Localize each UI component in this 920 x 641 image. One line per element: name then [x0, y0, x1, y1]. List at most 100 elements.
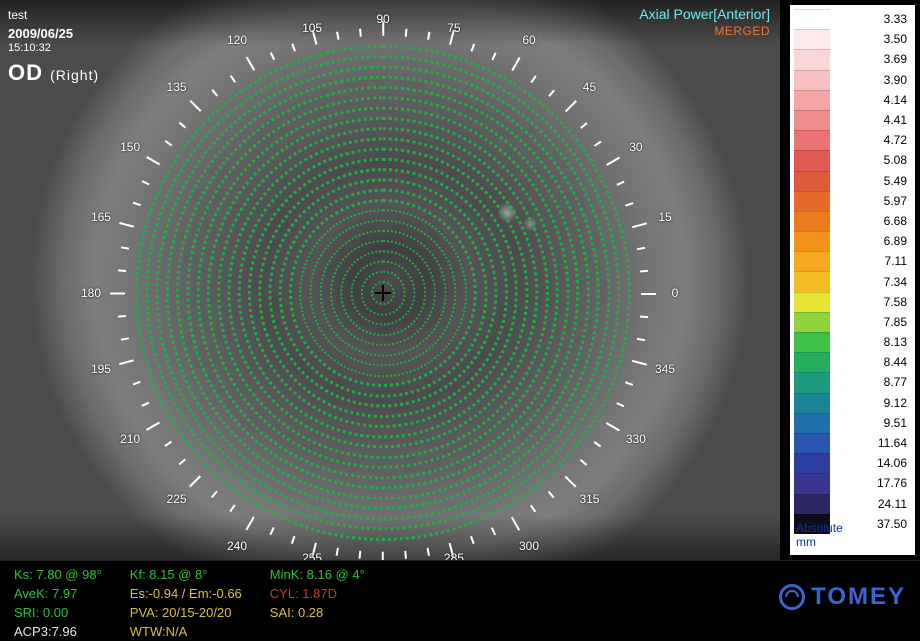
scale-value: 6.89	[884, 234, 909, 248]
scale-row: 3.90	[794, 70, 909, 90]
scale-swatch	[794, 231, 830, 251]
exam-time: 15:10:32	[8, 42, 51, 54]
scale-row: 7.11	[794, 251, 909, 271]
scale-swatch	[794, 171, 830, 191]
scale-value: 8.77	[884, 375, 909, 389]
status-item: SAI: 0.28	[270, 603, 365, 622]
scale-row: 5.08	[794, 150, 909, 170]
scale-row: 4.72	[794, 130, 909, 150]
status-item: Ks: 7.80 @ 98°	[14, 565, 102, 584]
center-cross-icon	[375, 285, 391, 301]
scale-row: 6.89	[794, 231, 909, 251]
status-item: Es:-0.94 / Em:-0.66	[130, 584, 242, 603]
scale-value: 4.72	[884, 133, 909, 147]
scale-swatch	[794, 312, 830, 332]
scale-value: 4.14	[884, 93, 909, 107]
status-bar: Ks: 7.80 @ 98°AveK: 7.97SRI: 0.00ACP3:7.…	[0, 560, 920, 625]
scale-swatch	[794, 110, 830, 130]
scale-swatch	[794, 453, 830, 473]
scale-footer: Absolute mm	[796, 521, 843, 549]
status-item: AveK: 7.97	[14, 584, 102, 603]
status-item: CYL: 1.87D	[270, 584, 365, 603]
status-item: Kf: 8.15 @ 8°	[130, 565, 242, 584]
scale-value: 7.34	[884, 275, 909, 289]
scale-unit: mm	[796, 535, 843, 549]
scale-row: 9.51	[794, 413, 909, 433]
scale-value: 17.76	[877, 476, 909, 490]
brand-icon	[779, 584, 805, 610]
scale-row: 7.85	[794, 312, 909, 332]
scale-value: 7.11	[885, 254, 909, 268]
scale-swatch	[794, 90, 830, 110]
scale-row: 3.33	[794, 9, 909, 29]
scale-row: 14.06	[794, 453, 909, 473]
scale-value: 5.49	[884, 174, 909, 188]
scale-value: 24.11	[878, 497, 909, 511]
scale-row: 4.14	[794, 90, 909, 110]
scale-value: 3.50	[884, 32, 909, 46]
topography-view: Axial Power[Anterior] MERGED test 2009/0…	[0, 0, 780, 560]
scale-value: 8.44	[884, 355, 909, 369]
scale-value: 9.12	[884, 396, 909, 410]
scale-swatch	[794, 49, 830, 69]
scale-swatch	[794, 251, 830, 271]
scale-swatch	[794, 433, 830, 453]
scale-row: 5.97	[794, 191, 909, 211]
scale-value: 6.68	[884, 214, 909, 228]
scale-swatch	[794, 292, 830, 312]
merged-label: MERGED	[714, 24, 770, 38]
scale-swatch	[794, 29, 830, 49]
scale-row: 6.68	[794, 211, 909, 231]
scale-row: 24.11	[794, 494, 909, 514]
scale-value: 9.51	[884, 416, 909, 430]
scale-row: 5.49	[794, 171, 909, 191]
scale-swatch	[794, 332, 830, 352]
scale-swatch	[794, 150, 830, 170]
scale-value: 3.33	[884, 12, 909, 26]
status-item: MinK: 8.16 @ 4°	[270, 565, 365, 584]
scale-value: 37.50	[877, 517, 909, 531]
scale-row: 3.50	[794, 29, 909, 49]
patient-label: test	[8, 8, 27, 22]
scale-value: 3.90	[884, 73, 909, 87]
scale-row: 9.12	[794, 393, 909, 413]
scale-swatch	[794, 393, 830, 413]
scale-value: 8.13	[884, 335, 909, 349]
brand-text: TOMEY	[811, 583, 906, 611]
scale-value: 5.97	[884, 194, 909, 208]
scale-row: 4.41	[794, 110, 909, 130]
scale-swatch	[794, 191, 830, 211]
scale-mode: Absolute	[796, 521, 843, 535]
mode-label: Axial Power[Anterior]	[639, 6, 770, 22]
brand-logo: TOMEY	[779, 583, 906, 611]
scale-value: 11.64	[878, 436, 909, 450]
scale-swatch	[794, 494, 830, 514]
scale-value: 7.85	[884, 315, 909, 329]
eye-side: (Right)	[50, 67, 99, 83]
scale-row: 8.77	[794, 372, 909, 392]
scale-swatch	[794, 473, 830, 493]
scale-value: 4.41	[884, 113, 909, 127]
status-item: SRI: 0.00	[14, 603, 102, 622]
scale-value: 14.06	[877, 456, 909, 470]
scale-row: 17.76	[794, 473, 909, 493]
scale-row: 11.64	[794, 433, 909, 453]
color-scale: 3.33 3.50 3.69 3.90 4.14 4.41 4.72 5.08 5.49 5.97…	[790, 5, 915, 555]
exam-date: 2009/06/25	[8, 26, 73, 41]
scale-swatch	[794, 9, 830, 29]
scale-row: 8.13	[794, 332, 909, 352]
scale-row: 3.69	[794, 49, 909, 69]
scale-row: 7.34	[794, 271, 909, 291]
scale-value: 7.58	[884, 295, 909, 309]
eye-code: OD	[8, 60, 43, 85]
scale-value: 3.69	[884, 52, 909, 66]
scale-row: 7.58	[794, 292, 909, 312]
scale-swatch	[794, 271, 830, 291]
eye-indicator: OD (Right)	[8, 60, 99, 86]
scale-swatch	[794, 70, 830, 90]
status-item: PVA: 20/15-20/20	[130, 603, 242, 622]
scale-swatch	[794, 211, 830, 231]
scale-row: 8.44	[794, 352, 909, 372]
scale-swatch	[794, 372, 830, 392]
scale-value: 5.08	[884, 153, 909, 167]
